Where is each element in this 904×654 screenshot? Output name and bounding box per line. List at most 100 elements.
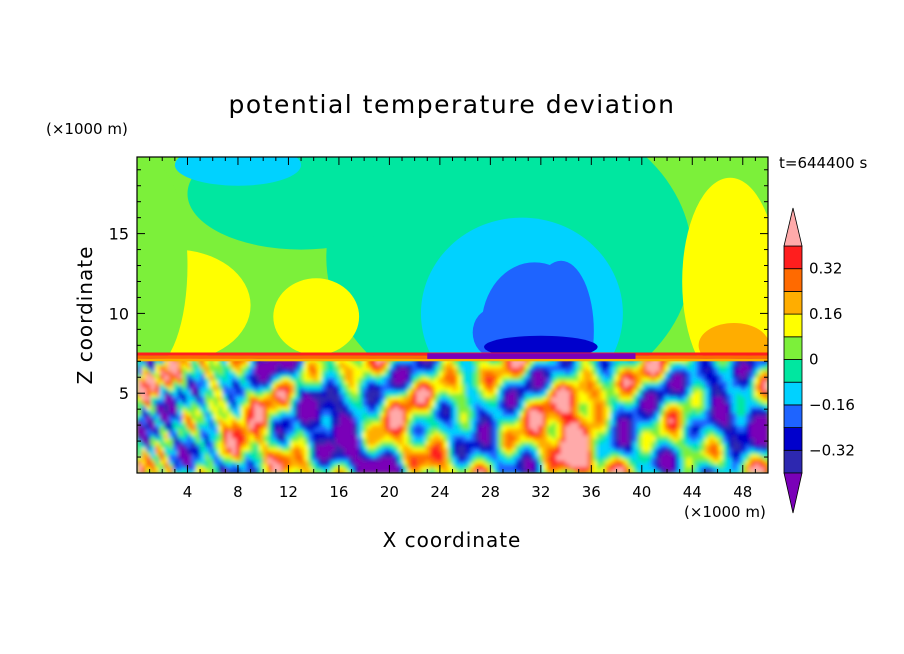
field-cell (664, 437, 670, 442)
field-cell (159, 431, 165, 436)
field-cell (434, 370, 440, 375)
field-cell (258, 457, 264, 461)
field-cell (177, 405, 183, 410)
field-cell (628, 415, 634, 420)
field-cell (686, 460, 692, 465)
field-cell (677, 374, 683, 378)
field-cell (533, 412, 539, 417)
field-cell (610, 374, 616, 378)
field-cell (155, 437, 161, 442)
field-cell (470, 421, 476, 426)
field-cell (547, 393, 553, 397)
field-cell (443, 399, 449, 404)
field-cell (200, 409, 206, 413)
field-cell (353, 409, 359, 413)
field-cell (150, 460, 156, 465)
field-cell (168, 361, 174, 366)
field-cell (547, 402, 553, 407)
field-cell (461, 361, 467, 366)
field-cell (326, 364, 332, 369)
field-cell (303, 402, 309, 407)
field-cell (218, 444, 224, 449)
field-cell (461, 463, 467, 468)
field-cell (294, 361, 300, 366)
field-cell (195, 364, 201, 369)
field-cell (312, 370, 318, 375)
field-cell (515, 463, 521, 468)
field-cell (484, 460, 490, 465)
field-cell (182, 364, 188, 369)
field-cell (700, 463, 706, 468)
field-cell (709, 402, 715, 407)
field-cell (578, 463, 584, 468)
field-cell (718, 463, 724, 468)
field-cell (502, 466, 508, 471)
field-cell (740, 399, 747, 404)
field-cell (524, 405, 530, 410)
field-cell (420, 431, 427, 436)
field-cell (330, 409, 336, 413)
field-cell (511, 396, 517, 401)
field-cell (614, 463, 620, 468)
field-cell (245, 457, 251, 461)
field-cell (141, 418, 147, 423)
field-cell (610, 437, 616, 442)
field-cell (164, 444, 170, 449)
field-cell (704, 386, 711, 391)
field-cell (294, 364, 300, 369)
field-cell (713, 460, 720, 465)
field-cell (303, 418, 309, 423)
field-cell (605, 367, 611, 372)
field-cell (326, 380, 332, 385)
field-cell (384, 390, 390, 394)
field-cell (470, 469, 476, 473)
field-cell (619, 412, 625, 417)
field-cell (155, 393, 161, 397)
field-cell (155, 377, 161, 382)
field-cell (484, 412, 490, 417)
field-cell (677, 428, 683, 433)
field-cell (330, 390, 336, 394)
field-cell (578, 361, 584, 366)
field-cell (488, 444, 494, 449)
field-cell (668, 399, 674, 404)
field-cell (389, 441, 395, 445)
field-cell (677, 383, 683, 388)
field-cell (569, 380, 575, 385)
field-cell (587, 399, 593, 404)
field-cell (632, 380, 638, 385)
field-cell (592, 418, 598, 423)
field-cell (740, 390, 747, 394)
field-cell (583, 434, 589, 439)
field-cell (578, 396, 584, 401)
field-cell (353, 463, 359, 468)
field-cell (587, 450, 593, 455)
field-cell (294, 418, 300, 423)
field-cell (362, 425, 368, 429)
field-cell (164, 466, 170, 471)
field-cell (213, 469, 219, 473)
field-cell (574, 412, 580, 417)
field-cell (375, 463, 381, 468)
field-cell (740, 402, 747, 407)
field-cell (308, 457, 314, 461)
field-cell (173, 425, 179, 429)
field-cell (718, 444, 724, 449)
field-cell (402, 374, 409, 378)
field-cell (727, 447, 733, 452)
field-cell (249, 418, 255, 423)
field-cell (186, 463, 192, 468)
field-cell (736, 447, 742, 452)
field-cell (727, 393, 733, 397)
field-cell (466, 377, 472, 382)
field-cell (592, 374, 598, 378)
field-cell (749, 444, 756, 449)
field-cell (317, 370, 323, 375)
field-cell (628, 383, 634, 388)
field-cell (425, 463, 431, 468)
field-cell (177, 396, 183, 401)
field-cell (393, 431, 400, 436)
field-cell (709, 434, 715, 439)
field-cell (272, 463, 278, 468)
field-cell (429, 399, 436, 404)
